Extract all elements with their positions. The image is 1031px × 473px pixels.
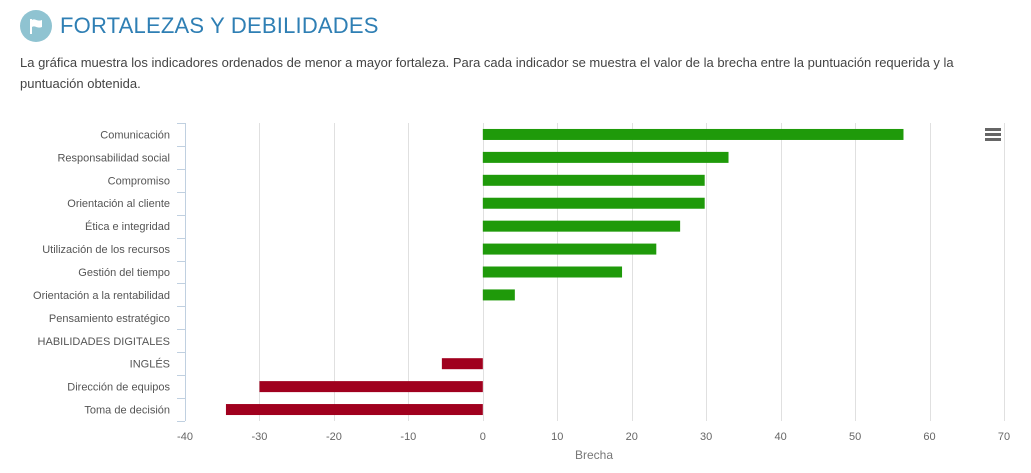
category-label: HABILIDADES DIGITALES: [38, 336, 170, 348]
chart-description: La gráfica muestra los indicadores orden…: [20, 55, 954, 91]
bar[interactable]: [482, 220, 681, 232]
x-tick-label: 40: [775, 431, 787, 443]
category-label: Ética e integridad: [85, 220, 170, 233]
category-label: Comunicación: [100, 129, 170, 141]
x-tick-labels: -40 -30 -20 -10 0 10 20 30 40 50 60 70: [177, 431, 1010, 443]
x-tick-label: 10: [551, 431, 563, 443]
category-label: Gestión del tiempo: [78, 267, 170, 279]
category-label: Toma de decisión: [84, 405, 170, 417]
x-tick-label: 50: [849, 431, 861, 443]
x-tick-label: 60: [923, 431, 935, 443]
category-label: Orientación al cliente: [67, 198, 170, 210]
category-label: Dirección de equipos: [67, 382, 170, 394]
page-title: FORTALEZAS Y DEBILIDADES: [60, 13, 379, 38]
bar[interactable]: [482, 197, 705, 209]
x-tick-label: 20: [626, 431, 638, 443]
bar[interactable]: [482, 243, 657, 255]
x-tick-label: -20: [326, 431, 342, 443]
hamburger-menu-icon[interactable]: [981, 124, 1005, 146]
bar[interactable]: [482, 151, 729, 163]
bar[interactable]: [482, 289, 515, 301]
flag-icon: [20, 10, 52, 42]
x-tick-label: 30: [700, 431, 712, 443]
x-tick-label: 70: [998, 431, 1010, 443]
x-axis-title: Brecha: [575, 448, 613, 462]
bar[interactable]: [259, 381, 483, 393]
category-labels: Comunicación Responsabilidad social Compro…: [33, 129, 170, 416]
bar[interactable]: [482, 266, 623, 278]
x-tick-label: -40: [177, 431, 193, 443]
x-tick-label: -10: [400, 431, 416, 443]
category-label: Utilización de los recursos: [42, 244, 170, 256]
category-label: Responsabilidad social: [57, 152, 170, 164]
chart-header: FORTALEZAS Y DEBILIDADES: [20, 8, 379, 44]
bar[interactable]: [225, 404, 483, 416]
category-label: Pensamiento estratégico: [49, 313, 170, 325]
category-label: Compromiso: [108, 175, 170, 187]
category-label: INGLÉS: [130, 358, 170, 371]
bars: [225, 128, 904, 416]
x-tick-label: -30: [252, 431, 268, 443]
bar[interactable]: [482, 174, 705, 186]
category-label: Orientación a la rentabilidad: [33, 290, 170, 302]
x-tick-label: 0: [480, 431, 486, 443]
grid-lines: [259, 123, 1005, 421]
bar[interactable]: [441, 358, 483, 370]
axes: [177, 123, 186, 422]
bar[interactable]: [482, 128, 904, 140]
